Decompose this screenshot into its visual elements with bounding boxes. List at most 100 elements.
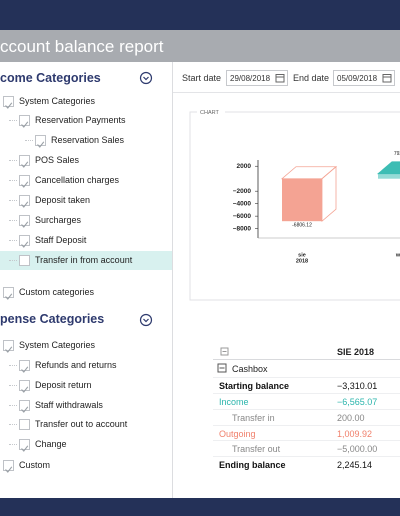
checkbox[interactable]: [19, 400, 30, 413]
collapse-button[interactable]: [139, 71, 153, 85]
category-label: Transfer in from account: [35, 255, 133, 265]
y-tick-label: −4000: [233, 200, 252, 207]
checkmark: [21, 181, 29, 188]
tree-line: [9, 180, 17, 181]
y-tick-label: −2000: [233, 188, 252, 195]
section-title: pense Categories: [0, 312, 105, 326]
end-date-value: 05/09/2018: [337, 74, 378, 83]
checkbox[interactable]: [19, 235, 30, 248]
category-label: Change: [35, 439, 67, 449]
checkbox[interactable]: [19, 360, 30, 373]
checkbox[interactable]: [3, 96, 14, 109]
row-rule: [213, 456, 400, 457]
checkbox[interactable]: [19, 115, 30, 128]
checkmark: [21, 445, 29, 452]
category-label: Cancellation charges: [35, 175, 120, 185]
category-label: Reservation Payments: [35, 115, 126, 125]
checkmark: [5, 346, 13, 353]
checkmark: [5, 293, 13, 300]
calendar-icon[interactable]: [275, 73, 285, 83]
category-label: Custom categories: [19, 287, 95, 297]
checkmark: [21, 121, 29, 128]
x-tick-label: w: [395, 252, 400, 258]
tree-line: [9, 405, 17, 406]
collapse-all-icon[interactable]: [220, 347, 230, 357]
window-title: ccount balance report: [0, 37, 164, 56]
title-bar: [0, 30, 400, 62]
end-date-input[interactable]: 05/09/2018: [333, 70, 395, 86]
checkbox[interactable]: [3, 340, 14, 353]
row-rule: [213, 377, 400, 378]
checkbox[interactable]: [19, 419, 30, 430]
row-label: Transfer out: [232, 444, 281, 454]
tree-line: [9, 120, 17, 121]
checkbox[interactable]: [19, 380, 30, 393]
checkbox[interactable]: [35, 135, 46, 148]
row-value: −6,565.07: [337, 397, 378, 407]
chart-label-bg: [197, 107, 225, 117]
checkbox[interactable]: [19, 175, 30, 188]
checkmark: [5, 102, 13, 109]
chart-frame: [189, 111, 400, 301]
checkmark: [21, 201, 29, 208]
selected-row: [0, 251, 172, 270]
row-rule: [213, 409, 400, 410]
category-label: Staff withdrawals: [35, 400, 103, 410]
category-label: Transfer out to account: [35, 419, 128, 429]
row-rule: [213, 440, 400, 441]
group-label: Cashbox: [232, 364, 268, 374]
checkmark: [21, 221, 29, 228]
row-rule: [213, 393, 400, 394]
row-rule: [213, 425, 400, 426]
category-label: Custom: [19, 460, 51, 470]
x-tick-label: 2018: [296, 258, 308, 264]
checkbox[interactable]: [19, 215, 30, 228]
tree-line: [9, 160, 17, 161]
category-label: Refunds and returns: [35, 360, 117, 370]
tree-line: [9, 220, 17, 221]
category-label: Surcharges: [35, 215, 82, 225]
row-label: Ending balance: [219, 460, 286, 470]
tree-line: [9, 385, 17, 386]
table-rule: [213, 359, 400, 360]
row-label: Transfer in: [232, 413, 275, 423]
start-date-input[interactable]: 29/08/2018: [226, 70, 288, 86]
calendar-icon[interactable]: [382, 73, 392, 83]
checkmark: [37, 141, 45, 148]
row-label: Income: [219, 397, 249, 407]
row-value: −5,000.00: [337, 444, 378, 454]
divider: [172, 62, 173, 498]
row-value: 200.00: [337, 413, 365, 423]
category-label: POS Sales: [35, 155, 80, 165]
tree-line: [9, 424, 17, 425]
y-tick-label: 2000: [237, 163, 252, 170]
checkmark: [21, 241, 29, 248]
tree-line: [25, 140, 33, 141]
bar: [378, 173, 400, 179]
collapse-icon[interactable]: [217, 363, 228, 374]
category-label: Deposit taken: [35, 195, 91, 205]
bar-side: [321, 165, 337, 223]
bar-top: [280, 166, 338, 180]
checkbox[interactable]: [19, 255, 30, 266]
start-date-value: 29/08/2018: [230, 74, 271, 83]
collapse-button[interactable]: [139, 313, 153, 327]
checkbox[interactable]: [19, 195, 30, 208]
y-tick-label: −6000: [233, 213, 252, 220]
checkbox[interactable]: [19, 155, 30, 168]
end-date-label: End date: [293, 73, 330, 83]
checkbox[interactable]: [3, 287, 14, 300]
tree-line: [9, 444, 17, 445]
row-label: Outgoing: [219, 429, 256, 439]
chart-label: CHART: [200, 110, 219, 116]
category-label: Deposit return: [35, 380, 92, 390]
column-header: SIE 2018: [337, 347, 375, 357]
row-label: Starting balance: [219, 381, 290, 391]
checkbox[interactable]: [19, 439, 30, 452]
checkbox[interactable]: [3, 460, 14, 473]
checkmark: [21, 161, 29, 168]
checkmark: [21, 386, 29, 393]
y-tick-label: −8000: [233, 225, 252, 232]
row-value: −3,310.01: [337, 381, 378, 391]
